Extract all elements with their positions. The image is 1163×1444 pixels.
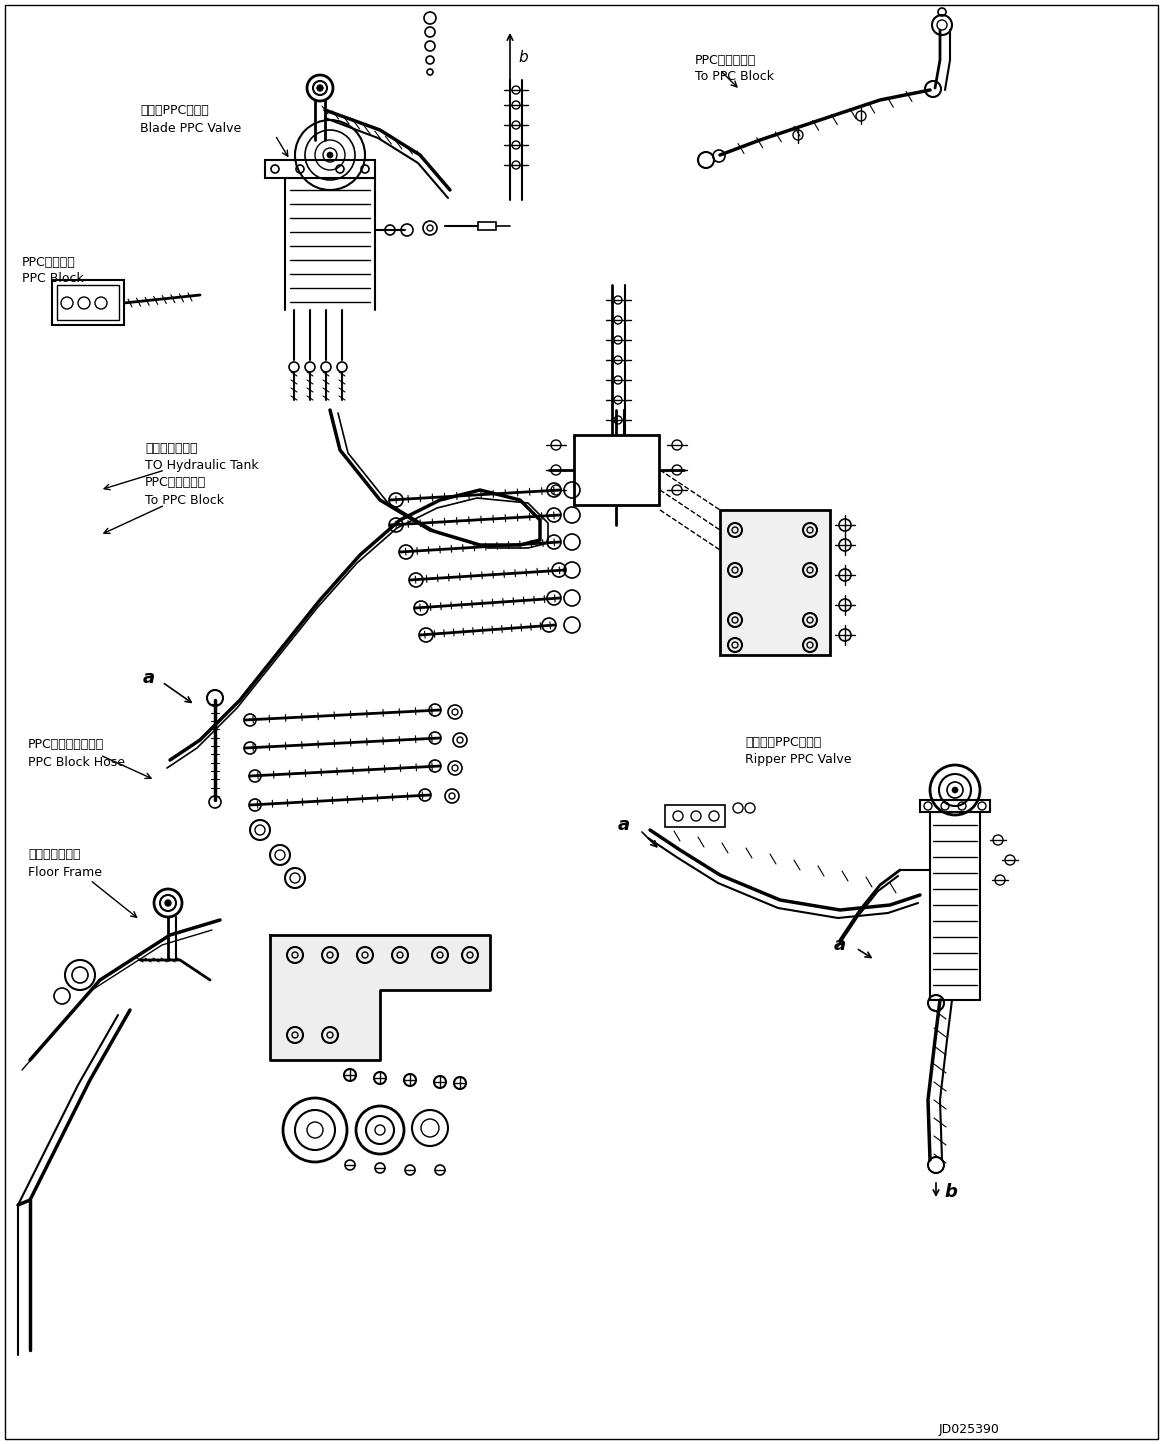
Text: PPCブロックへ: PPCブロックへ xyxy=(695,53,756,66)
Bar xyxy=(920,800,990,812)
Text: To PPC Block: To PPC Block xyxy=(145,494,224,507)
Bar xyxy=(720,510,830,656)
Text: リッパ　PPCバルブ: リッパ PPCバルブ xyxy=(745,735,821,748)
Text: TO Hydraulic Tank: TO Hydraulic Tank xyxy=(145,459,258,472)
Text: b: b xyxy=(518,51,528,65)
Bar xyxy=(265,160,374,178)
Text: PPC Block: PPC Block xyxy=(22,271,84,284)
Text: a: a xyxy=(143,669,155,687)
Text: JD025390: JD025390 xyxy=(940,1424,1000,1437)
Text: PPC Block Hose: PPC Block Hose xyxy=(28,755,124,768)
Bar xyxy=(575,435,659,505)
Text: Blade PPC Valve: Blade PPC Valve xyxy=(140,121,241,134)
Text: PPCブロック: PPCブロック xyxy=(22,256,76,269)
Text: a: a xyxy=(618,816,630,835)
Text: PPCブロックへ: PPCブロックへ xyxy=(145,477,206,490)
Bar xyxy=(52,280,124,325)
Polygon shape xyxy=(270,936,490,1060)
Text: a: a xyxy=(834,936,847,954)
Text: Ripper PPC Valve: Ripper PPC Valve xyxy=(745,752,851,765)
Text: To PPC Block: To PPC Block xyxy=(695,69,775,82)
Circle shape xyxy=(327,152,333,157)
Text: 作動油タンクへ: 作動油タンクへ xyxy=(145,442,198,455)
Bar xyxy=(665,804,725,827)
Text: b: b xyxy=(944,1183,957,1201)
Bar xyxy=(57,284,119,321)
Text: ブレーPPCバルブ: ブレーPPCバルブ xyxy=(140,104,208,117)
Bar xyxy=(478,222,495,230)
Circle shape xyxy=(317,85,323,91)
Circle shape xyxy=(165,900,171,905)
Circle shape xyxy=(952,787,958,793)
Text: フロアフレーム: フロアフレーム xyxy=(28,849,80,862)
Text: Floor Frame: Floor Frame xyxy=(28,865,102,878)
Text: PPCブロックホース: PPCブロックホース xyxy=(28,738,105,751)
